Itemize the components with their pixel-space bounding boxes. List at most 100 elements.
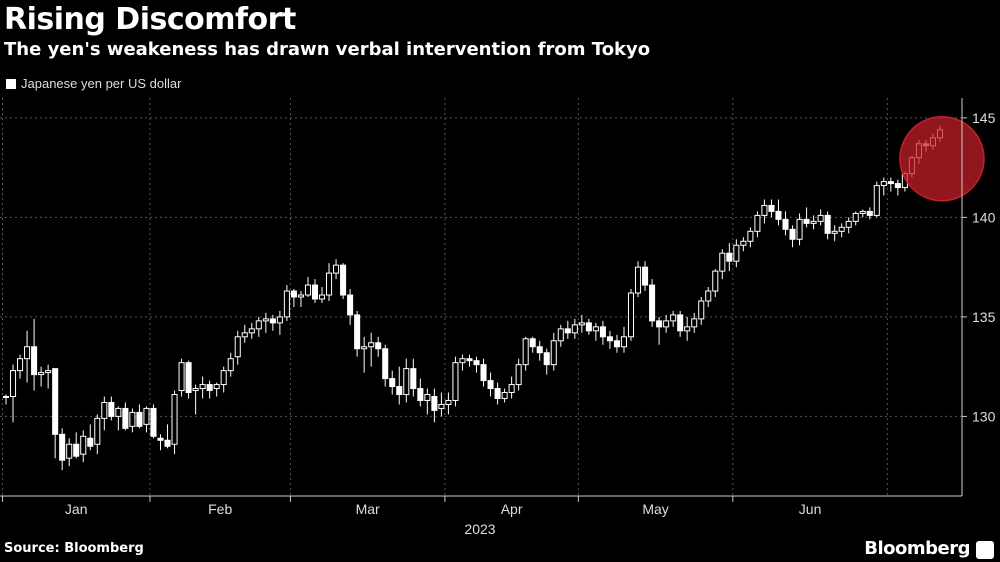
candle-body: [859, 210, 866, 214]
x-tick-label: Jan: [65, 501, 88, 517]
x-tick-label: Mar: [356, 501, 380, 517]
legend: Japanese yen per US dollar: [6, 76, 181, 91]
candle-body: [361, 346, 368, 350]
candle-body: [831, 230, 838, 234]
candle-body: [178, 362, 185, 392]
candle-body: [719, 252, 726, 272]
candle-body: [417, 388, 424, 401]
candle-body: [318, 294, 326, 300]
candle-body: [438, 403, 445, 409]
candle-body: [564, 328, 571, 334]
candle-body: [115, 407, 122, 417]
candle-body: [375, 342, 382, 350]
candle-body: [866, 210, 873, 216]
candle-body: [810, 220, 817, 224]
candle-body: [94, 417, 101, 445]
candle-body: [656, 320, 663, 328]
x-tick-label: Apr: [501, 501, 523, 517]
highlight-layer: [899, 115, 985, 202]
candle-body: [599, 326, 606, 338]
candle-body: [262, 318, 269, 322]
candle-body: [45, 370, 52, 374]
candle-body: [501, 392, 508, 399]
bloomberg-logo-icon: [976, 541, 994, 559]
candle-body: [684, 326, 691, 332]
candle-body: [627, 292, 635, 338]
candle-body: [691, 318, 698, 328]
candle-body: [326, 272, 333, 296]
candle-body: [803, 218, 810, 224]
candle-body: [592, 326, 599, 332]
candle-body: [466, 358, 473, 362]
y-tick-label: 145: [972, 110, 996, 126]
candle-body: [838, 226, 845, 232]
axes: 130 135 140 145 Jan Feb Mar Apr May Jun 2023: [0, 98, 996, 537]
x-tick-label: Feb: [208, 501, 232, 517]
candle-body: [38, 372, 45, 376]
candle-body: [185, 362, 192, 394]
candles: [2, 125, 944, 471]
candle-body: [761, 204, 768, 216]
candle-body: [227, 358, 234, 372]
candle-body: [234, 336, 241, 358]
candle-body: [311, 284, 319, 300]
candle-body: [220, 370, 227, 386]
candle-body: [880, 181, 887, 187]
candle-body: [108, 401, 115, 417]
candle-body: [248, 328, 255, 334]
candle-body: [557, 328, 564, 342]
candle-body: [73, 443, 80, 457]
candle-body: [529, 338, 536, 348]
candle-body: [649, 284, 656, 322]
candle-body: [459, 358, 466, 364]
x-tick-label: Jun: [799, 501, 822, 517]
candle-body: [698, 300, 705, 320]
y-tick-label: 140: [972, 209, 996, 225]
candle-body: [347, 294, 354, 316]
candle-body: [213, 384, 220, 390]
candle-body: [480, 364, 487, 382]
candle-body: [424, 394, 431, 401]
candle-body: [663, 320, 670, 328]
candle-body: [150, 407, 157, 437]
chart-subtitle: The yen's weakeness has drawn verbal int…: [4, 39, 651, 60]
candle-body: [873, 185, 880, 216]
candle-body: [452, 362, 459, 401]
candle-body: [712, 270, 719, 292]
candle-body: [508, 384, 515, 394]
candle-body: [290, 290, 297, 298]
candle-body: [789, 228, 796, 240]
candle-body: [522, 338, 529, 366]
highlight-circle: [899, 115, 985, 202]
candle-body: [635, 266, 642, 294]
candle-body: [543, 352, 550, 366]
candle-body: [192, 388, 199, 392]
candle-body: [620, 336, 628, 348]
candle-body: [122, 407, 129, 429]
candle-body: [389, 378, 396, 388]
candle-body: [613, 340, 620, 348]
candle-body: [768, 204, 775, 212]
candle-body: [354, 314, 361, 350]
candle-body: [206, 384, 213, 392]
candle-body: [824, 214, 831, 234]
candle-body: [396, 386, 403, 396]
candle-body: [670, 314, 677, 322]
legend-label: Japanese yen per US dollar: [21, 76, 182, 91]
candle-body: [283, 290, 290, 318]
candle-body: [143, 407, 150, 425]
candle-body: [473, 360, 480, 366]
candle-body: [52, 368, 59, 435]
candle-body: [80, 435, 87, 455]
candle-body: [585, 322, 592, 332]
candle-body: [24, 346, 31, 360]
x-axis-year-label: 2023: [464, 521, 495, 537]
candle-body: [852, 212, 859, 222]
candle-body: [136, 411, 143, 427]
candle-body: [87, 437, 94, 447]
candle-body: [157, 437, 164, 441]
candle-body: [164, 439, 171, 447]
candle-body: [740, 240, 747, 246]
y-tick-label: 135: [972, 309, 996, 325]
